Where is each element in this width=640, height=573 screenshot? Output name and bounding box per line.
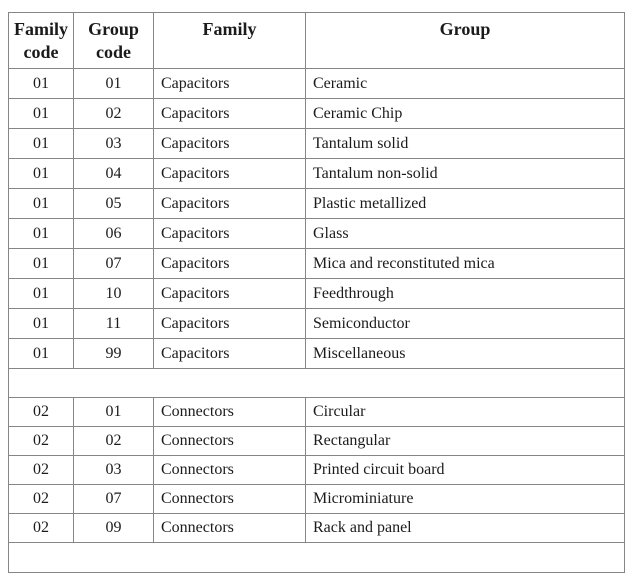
table-row: 01 99 Capacitors Miscellaneous (8, 338, 625, 369)
cell-family-code: 01 (8, 158, 74, 189)
cell-family-code: 02 (8, 484, 74, 514)
cell-family: Capacitors (153, 158, 306, 189)
cell-family: Capacitors (153, 188, 306, 219)
header-group-code: Group code (73, 12, 154, 69)
cell-group-code: 05 (73, 188, 154, 219)
table-row: 02 07 Connectors Microminiature (8, 484, 625, 514)
cell-family: Capacitors (153, 68, 306, 99)
table-row: 01 05 Capacitors Plastic metallized (8, 188, 625, 219)
table-row: 02 02 Connectors Rectangular (8, 426, 625, 456)
table-row: 01 10 Capacitors Feedthrough (8, 278, 625, 309)
cell-family-code: 01 (8, 218, 74, 249)
cell-family: Connectors (153, 426, 306, 456)
cell-group-code: 03 (73, 455, 154, 485)
cell-group-code: 01 (73, 68, 154, 99)
cell-group-code: 01 (73, 397, 154, 427)
cell-family: Connectors (153, 484, 306, 514)
table-row: 01 01 Capacitors Ceramic (8, 68, 625, 99)
table-header: Family code Group code Family Group (8, 12, 625, 69)
cell-group: Mica and reconstituted mica (305, 248, 625, 279)
empty-cell (8, 542, 625, 573)
cell-family-code: 01 (8, 308, 74, 339)
cell-family-code: 01 (8, 338, 74, 369)
cell-family-code: 01 (8, 278, 74, 309)
cell-group-code: 03 (73, 128, 154, 159)
cell-family-code: 01 (8, 98, 74, 129)
table-row: 02 03 Connectors Printed circuit board (8, 455, 625, 485)
cell-group: Miscellaneous (305, 338, 625, 369)
empty-cell (8, 368, 625, 398)
cell-family: Capacitors (153, 248, 306, 279)
cell-group: Rectangular (305, 426, 625, 456)
cell-group: Glass (305, 218, 625, 249)
cell-group: Plastic metallized (305, 188, 625, 219)
cell-group-code: 99 (73, 338, 154, 369)
cell-family-code: 02 (8, 455, 74, 485)
cell-family: Capacitors (153, 308, 306, 339)
table-row: 01 11 Capacitors Semiconductor (8, 308, 625, 339)
header-family-code: Family code (8, 12, 74, 69)
cell-group: Feedthrough (305, 278, 625, 309)
table-row: 01 06 Capacitors Glass (8, 218, 625, 249)
cell-group: Rack and panel (305, 513, 625, 543)
cell-group: Printed circuit board (305, 455, 625, 485)
header-group: Group (305, 12, 625, 69)
cell-group: Semiconductor (305, 308, 625, 339)
cell-family: Connectors (153, 513, 306, 543)
cell-family: Capacitors (153, 278, 306, 309)
table-row: 02 01 Connectors Circular (8, 397, 625, 427)
table-row: 01 04 Capacitors Tantalum non-solid (8, 158, 625, 189)
cell-family-code: 01 (8, 128, 74, 159)
cell-group: Tantalum non-solid (305, 158, 625, 189)
cell-group: Tantalum solid (305, 128, 625, 159)
cell-group-code: 07 (73, 484, 154, 514)
family-group-code-table: Family code Group code Family Group 01 01… (8, 12, 625, 573)
cell-group: Ceramic (305, 68, 625, 99)
cell-group-code: 11 (73, 308, 154, 339)
table-row: 01 02 Capacitors Ceramic Chip (8, 98, 625, 129)
cell-family-code: 02 (8, 397, 74, 427)
cell-group: Ceramic Chip (305, 98, 625, 129)
cell-family-code: 01 (8, 68, 74, 99)
cell-family: Capacitors (153, 218, 306, 249)
cell-group-code: 07 (73, 248, 154, 279)
cell-group-code: 02 (73, 98, 154, 129)
cell-family-code: 01 (8, 188, 74, 219)
spacer-row (8, 368, 625, 398)
cell-group-code: 04 (73, 158, 154, 189)
cell-group-code: 10 (73, 278, 154, 309)
cell-family-code: 01 (8, 248, 74, 279)
cell-family: Capacitors (153, 338, 306, 369)
cell-family-code: 02 (8, 513, 74, 543)
header-row: Family code Group code Family Group (8, 12, 625, 69)
cell-group-code: 02 (73, 426, 154, 456)
cell-family: Capacitors (153, 128, 306, 159)
cell-group: Circular (305, 397, 625, 427)
partial-row (8, 542, 625, 573)
cell-family: Connectors (153, 455, 306, 485)
cell-group-code: 09 (73, 513, 154, 543)
cell-group-code: 06 (73, 218, 154, 249)
table-row: 01 07 Capacitors Mica and reconstituted mic… (8, 248, 625, 279)
cell-group: Microminiature (305, 484, 625, 514)
cell-family: Connectors (153, 397, 306, 427)
code-table-container: Family code Group code Family Group 01 01… (8, 12, 625, 573)
table-row: 02 09 Connectors Rack and panel (8, 513, 625, 543)
cell-family-code: 02 (8, 426, 74, 456)
header-family: Family (153, 12, 306, 69)
cell-family: Capacitors (153, 98, 306, 129)
table-body: 01 01 Capacitors Ceramic 01 02 Capacitors Ceram… (8, 68, 625, 573)
table-row: 01 03 Capacitors Tantalum solid (8, 128, 625, 159)
